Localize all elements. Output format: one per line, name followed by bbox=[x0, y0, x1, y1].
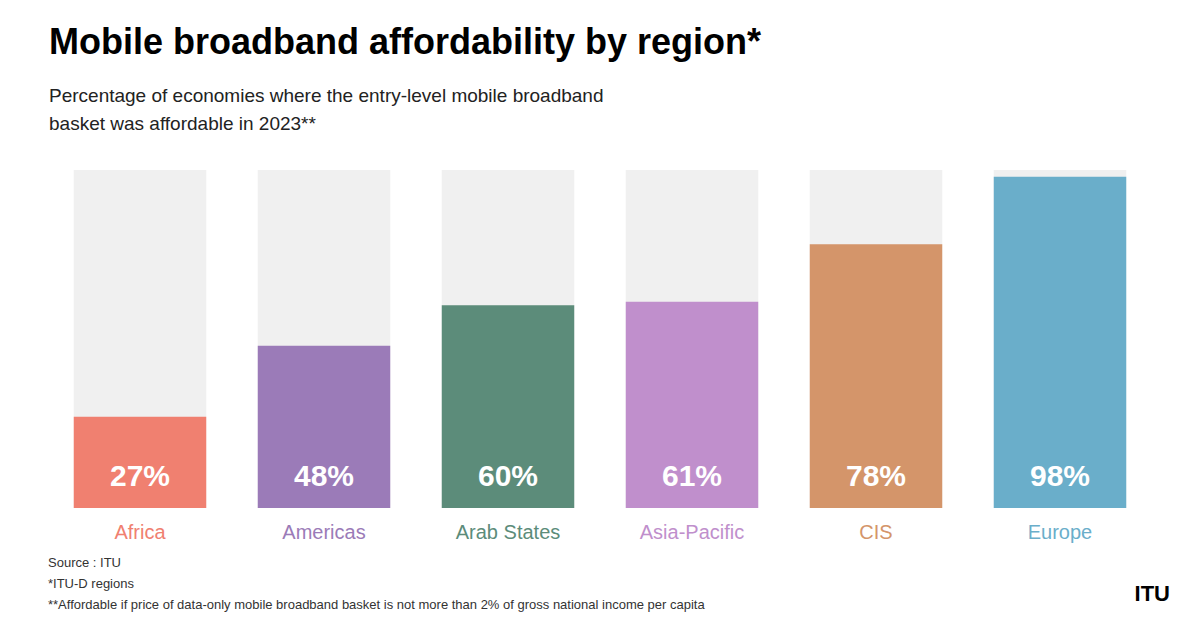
svg-text:**Affordable if price of data-: **Affordable if price of data-only mobil… bbox=[48, 597, 705, 612]
svg-text:78%: 78% bbox=[846, 459, 906, 492]
svg-text:Americas: Americas bbox=[282, 521, 365, 543]
svg-text:*ITU-D regions: *ITU-D regions bbox=[48, 576, 134, 591]
svg-text:48%: 48% bbox=[294, 459, 354, 492]
svg-text:Africa: Africa bbox=[114, 521, 166, 543]
svg-text:Percentage of economies where: Percentage of economies where the entry-… bbox=[49, 85, 604, 106]
svg-text:ITU: ITU bbox=[1135, 581, 1170, 606]
svg-text:Source : ITU: Source : ITU bbox=[48, 555, 121, 570]
svg-text:Arab States: Arab States bbox=[456, 521, 561, 543]
svg-text:basket was affordable in 2023*: basket was affordable in 2023** bbox=[49, 113, 316, 134]
svg-text:60%: 60% bbox=[478, 459, 538, 492]
svg-text:Mobile broadband affordability: Mobile broadband affordability by region… bbox=[49, 21, 761, 62]
svg-text:98%: 98% bbox=[1030, 459, 1090, 492]
svg-text:27%: 27% bbox=[110, 459, 170, 492]
svg-text:61%: 61% bbox=[662, 459, 722, 492]
svg-text:Europe: Europe bbox=[1028, 521, 1093, 543]
svg-text:CIS: CIS bbox=[859, 521, 892, 543]
svg-text:Asia-Pacific: Asia-Pacific bbox=[640, 521, 744, 543]
